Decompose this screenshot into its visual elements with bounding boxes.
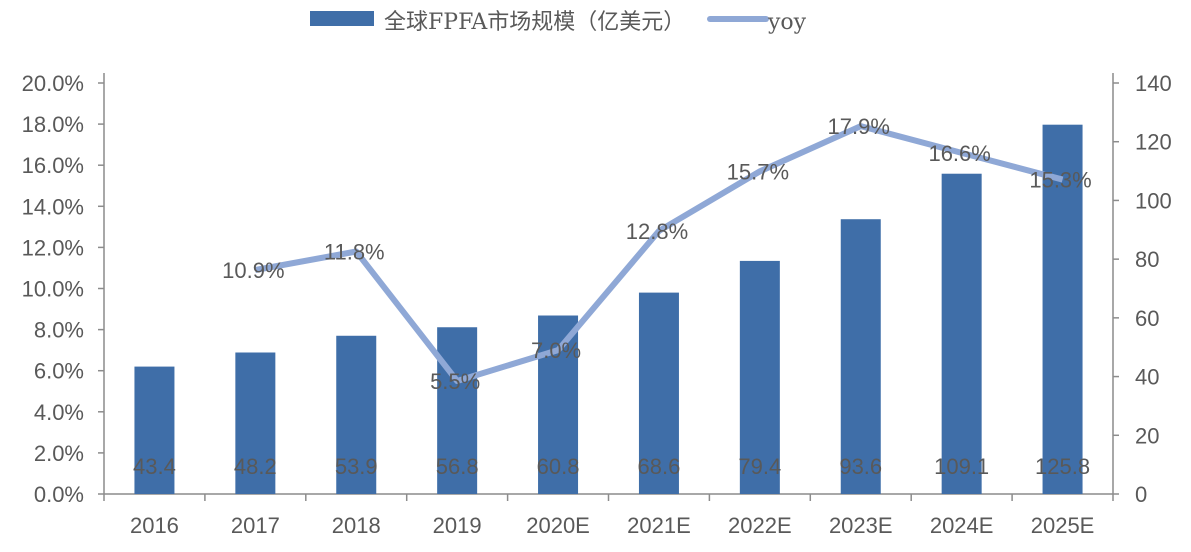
left-axis-tick-label: 10.0% — [22, 277, 84, 302]
right-axis-tick-label: 20 — [1135, 423, 1159, 448]
x-axis-tick-label: 2017 — [231, 513, 280, 538]
left-axis-tick-label: 4.0% — [34, 400, 84, 425]
right-axis-tick-label: 0 — [1135, 482, 1147, 507]
x-axis-tick-label: 2020E — [526, 513, 590, 538]
left-axis-tick-label: 18.0% — [22, 112, 84, 137]
legend: 全球FPFA市场规模（亿美元） yoy — [310, 10, 807, 35]
yoy-value-label: 15.3% — [1029, 168, 1091, 193]
bar-value-label: 68.6 — [638, 454, 681, 479]
left-axis-tick-label: 6.0% — [34, 359, 84, 384]
yoy-value-label: 5.5% — [430, 369, 480, 394]
bar-value-label: 56.8 — [436, 454, 479, 479]
bar — [942, 174, 982, 494]
x-axis-tick-label: 2023E — [829, 513, 893, 538]
yoy-value-label: 7.0% — [531, 338, 581, 363]
yoy-value-label: 17.9% — [828, 114, 890, 139]
left-axis-tick-label: 8.0% — [34, 318, 84, 343]
right-axis-tick-label: 60 — [1135, 306, 1159, 331]
bar-value-label: 53.9 — [335, 454, 378, 479]
bar — [841, 219, 881, 494]
x-axis-tick-label: 2022E — [728, 513, 792, 538]
yoy-value-label: 12.8% — [626, 219, 688, 244]
x-axis-tick-label: 2021E — [627, 513, 691, 538]
bar-value-label: 109.1 — [934, 454, 989, 479]
left-axis-tick-label: 2.0% — [34, 441, 84, 466]
x-axis-tick-label: 2024E — [930, 513, 994, 538]
legend-bar-swatch — [310, 11, 374, 26]
yoy-value-label: 11.8% — [324, 240, 385, 265]
left-axis-tick-label: 0.0% — [34, 482, 84, 507]
bar-value-label: 60.8 — [537, 454, 580, 479]
left-axis-tick-label: 14.0% — [22, 194, 84, 219]
yoy-value-label: 15.7% — [727, 159, 789, 184]
right-axis-tick-label: 140 — [1135, 71, 1172, 96]
bar-value-label: 43.4 — [133, 454, 176, 479]
right-axis-tick-label: 80 — [1135, 247, 1159, 272]
legend-line-label: yoy — [767, 10, 807, 35]
bar-value-label: 79.4 — [738, 454, 781, 479]
x-axis-tick-label: 2016 — [130, 513, 179, 538]
x-axis-tick-label: 2018 — [332, 513, 381, 538]
bar-value-label: 125.8 — [1035, 454, 1090, 479]
yoy-value-label: 16.6% — [928, 141, 990, 166]
left-axis-tick-label: 16.0% — [22, 153, 84, 178]
right-axis-tick-label: 100 — [1135, 188, 1172, 213]
yoy-value-label: 10.9% — [222, 258, 284, 283]
x-axis-tick-label: 2019 — [433, 513, 482, 538]
left-axis-tick-label: 20.0% — [22, 71, 84, 96]
legend-bar-label: 全球FPFA市场规模（亿美元） — [384, 10, 685, 35]
left-axis-tick-label: 12.0% — [22, 235, 84, 260]
right-axis-tick-label: 120 — [1135, 130, 1172, 155]
bar-value-label: 93.6 — [839, 454, 882, 479]
bar-value-label: 48.2 — [234, 454, 277, 479]
right-axis-tick-label: 40 — [1135, 365, 1159, 390]
x-axis-tick-label: 2025E — [1031, 513, 1095, 538]
